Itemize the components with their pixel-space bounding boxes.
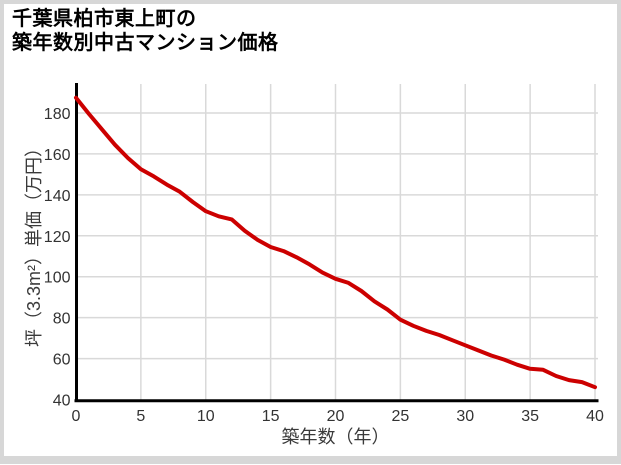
x-tick-label: 20 <box>327 408 345 425</box>
x-tick-label: 10 <box>197 408 215 425</box>
x-tick-label: 30 <box>456 408 474 425</box>
y-tick-label: 140 <box>44 188 71 205</box>
x-tick-label: 5 <box>136 408 145 425</box>
y-tick-label: 40 <box>53 393 71 410</box>
chart-title-line1: 千葉県柏市東上町の <box>12 8 197 30</box>
y-tick-label: 120 <box>44 229 71 246</box>
y-tick-label: 160 <box>44 147 71 164</box>
y-tick-label: 100 <box>44 270 71 287</box>
y-tick-label: 60 <box>53 352 71 369</box>
y-tick-label: 180 <box>44 106 71 123</box>
x-tick-label: 15 <box>262 408 280 425</box>
price-line <box>74 95 597 390</box>
y-axis-label: 坪（3.3m²）単価（万円） <box>24 138 44 348</box>
y-tick-label: 80 <box>53 311 71 328</box>
x-tick-label: 40 <box>586 408 604 425</box>
x-tick-label: 25 <box>391 408 409 425</box>
x-tick-label: 0 <box>72 408 81 425</box>
chart-title-line2: 築年数別中古マンション価格 <box>12 32 279 54</box>
x-axis-label: 築年数（年） <box>281 427 390 447</box>
x-tick-label: 35 <box>521 408 539 425</box>
chart-title: 千葉県柏市東上町の 築年数別中古マンション価格 <box>12 7 279 55</box>
